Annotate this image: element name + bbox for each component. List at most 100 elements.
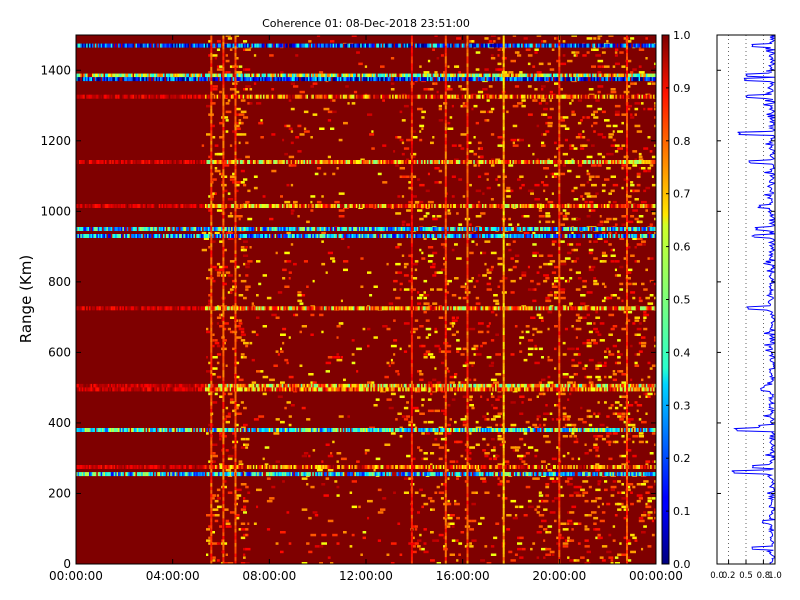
heatmap-cell-2185 [597, 497, 602, 500]
heatmap-cell-1769 [547, 124, 553, 128]
heatmap-cell-1028 [434, 491, 438, 494]
heatmap-cell-344 [240, 169, 245, 173]
heatmap-cell-851 [408, 420, 413, 424]
heatmap-cell-842 [406, 223, 410, 226]
heatmap-cell-1303 [477, 330, 484, 334]
heatmap-cell-2675 [654, 511, 656, 514]
heatmap-cell-2666 [651, 432, 656, 435]
heatmap-cell-479 [280, 381, 285, 384]
heatmap-cell-2014 [577, 361, 582, 365]
heatmap-cell-813 [399, 167, 405, 170]
heatmap-cell-2556 [636, 172, 641, 176]
heatmap-cell-1425 [495, 178, 498, 181]
heatmap-cell-1438 [497, 395, 503, 398]
heatmap-cell-732 [371, 381, 375, 384]
heatmap-cell-232 [229, 401, 234, 404]
profile-panel: 0.00.2 0.5 0.81.0 [710, 34, 782, 581]
heatmap-cell-2154 [593, 130, 596, 133]
heatmap-cell-2676 [654, 508, 656, 511]
heatmap-cell-216 [227, 412, 231, 415]
heatmap-cell-2133 [591, 65, 596, 68]
heatmap-cell-390 [245, 274, 249, 277]
heatmap-cell-2360 [617, 502, 622, 506]
heatmap-cell-1828 [556, 477, 560, 480]
heatmap-cell-2194 [597, 361, 602, 365]
heatmap-cell-1431 [497, 483, 503, 486]
heatmap-cell-2531 [634, 217, 639, 221]
heatmap-cell-2147 [593, 282, 599, 286]
heatmap-cell-302 [236, 90, 240, 94]
horizontal-band-3 [76, 94, 656, 99]
heatmap-cell-138 [219, 265, 223, 269]
heatmap-cell-2600 [643, 480, 649, 483]
heatmap-cell-665 [338, 415, 344, 418]
heatmap-cell-483 [280, 195, 283, 198]
heatmap-cell-1202 [462, 423, 468, 427]
colorbar-tick-label-1: 0.1 [673, 505, 691, 518]
heatmap-cell-531 [290, 82, 295, 85]
heatmap-cell-202 [225, 119, 229, 122]
heatmap-cell-1051 [436, 90, 439, 94]
heatmap-cell-910 [417, 209, 423, 212]
heatmap-cell-385 [245, 443, 250, 446]
heatmap-cell-2058 [584, 525, 588, 528]
heatmap-cell-2244 [604, 401, 607, 404]
heatmap-cell-2197 [597, 223, 604, 226]
heatmap-cell-594 [314, 514, 319, 517]
heatmap-cell-1644 [534, 288, 537, 291]
heatmap-cell-2614 [645, 505, 652, 509]
heatmap-cell-1683 [538, 220, 541, 224]
heatmap-cell-2233 [601, 189, 606, 193]
heatmap-cell-1125 [447, 65, 450, 68]
heatmap-cell-1633 [532, 152, 535, 156]
heatmap-cell-1940 [569, 277, 573, 280]
heatmap-cell-1601 [527, 499, 532, 503]
heatmap-cell-522 [290, 404, 295, 407]
heatmap-cell-1816 [554, 277, 559, 280]
heatmap-cell-18 [206, 133, 212, 136]
heatmap-cell-717 [364, 452, 368, 455]
heatmap-cell-2362 [617, 480, 621, 483]
heatmap-cell-1974 [573, 485, 576, 489]
heatmap-cell-1290 [475, 302, 481, 305]
heatmap-cell-2496 [630, 82, 636, 85]
heatmap-cell-2342 [614, 361, 620, 365]
heatmap-cell-2015 [577, 353, 581, 356]
heatmap-cell-1 [201, 248, 207, 252]
heatmap-cell-401 [245, 68, 251, 71]
heatmap-cell-1023 [432, 217, 438, 221]
heatmap-cell-716 [362, 158, 365, 161]
heatmap-cell-94 [214, 392, 218, 396]
heatmap-cell-725 [367, 327, 371, 331]
heatmap-cell-73 [212, 443, 218, 446]
heatmap-cell-2365 [617, 370, 621, 373]
heatmap-cell-1857 [560, 262, 567, 266]
heatmap-cell-1552 [519, 556, 524, 559]
heatmap-cell-1558 [519, 412, 524, 415]
heatmap-cell-1117 [447, 370, 450, 373]
heatmap-cell-848 [408, 477, 412, 480]
heatmap-cell-186 [223, 116, 229, 119]
heatmap-cell-467 [275, 460, 280, 463]
heatmap-cell-632 [327, 155, 331, 159]
heatmap-cell-2582 [641, 547, 644, 551]
heatmap-cell-692 [351, 505, 358, 509]
heatmap-cell-1626 [532, 299, 537, 303]
heatmap-cell-2027 [580, 294, 586, 297]
heatmap-cell-83 [212, 240, 216, 243]
heatmap-cell-2513 [632, 164, 638, 167]
heatmap-cell-1600 [527, 505, 534, 509]
heatmap-cell-2274 [608, 556, 614, 559]
heatmap-cell-655 [336, 542, 340, 545]
heatmap-cell-2686 [654, 296, 656, 300]
heatmap-cell-718 [364, 449, 370, 452]
heatmap-cell-238 [229, 260, 235, 263]
heatmap-cell-669 [338, 192, 345, 195]
heatmap-cell-2695 [654, 104, 656, 108]
heatmap-cell-2369 [617, 350, 620, 353]
heatmap-cell-1810 [554, 325, 558, 328]
heatmap-cell-2101 [588, 449, 593, 452]
horizontal-band-8 [76, 306, 656, 311]
heatmap-cell-96 [214, 339, 218, 342]
heatmap-cell-450 [266, 528, 271, 531]
